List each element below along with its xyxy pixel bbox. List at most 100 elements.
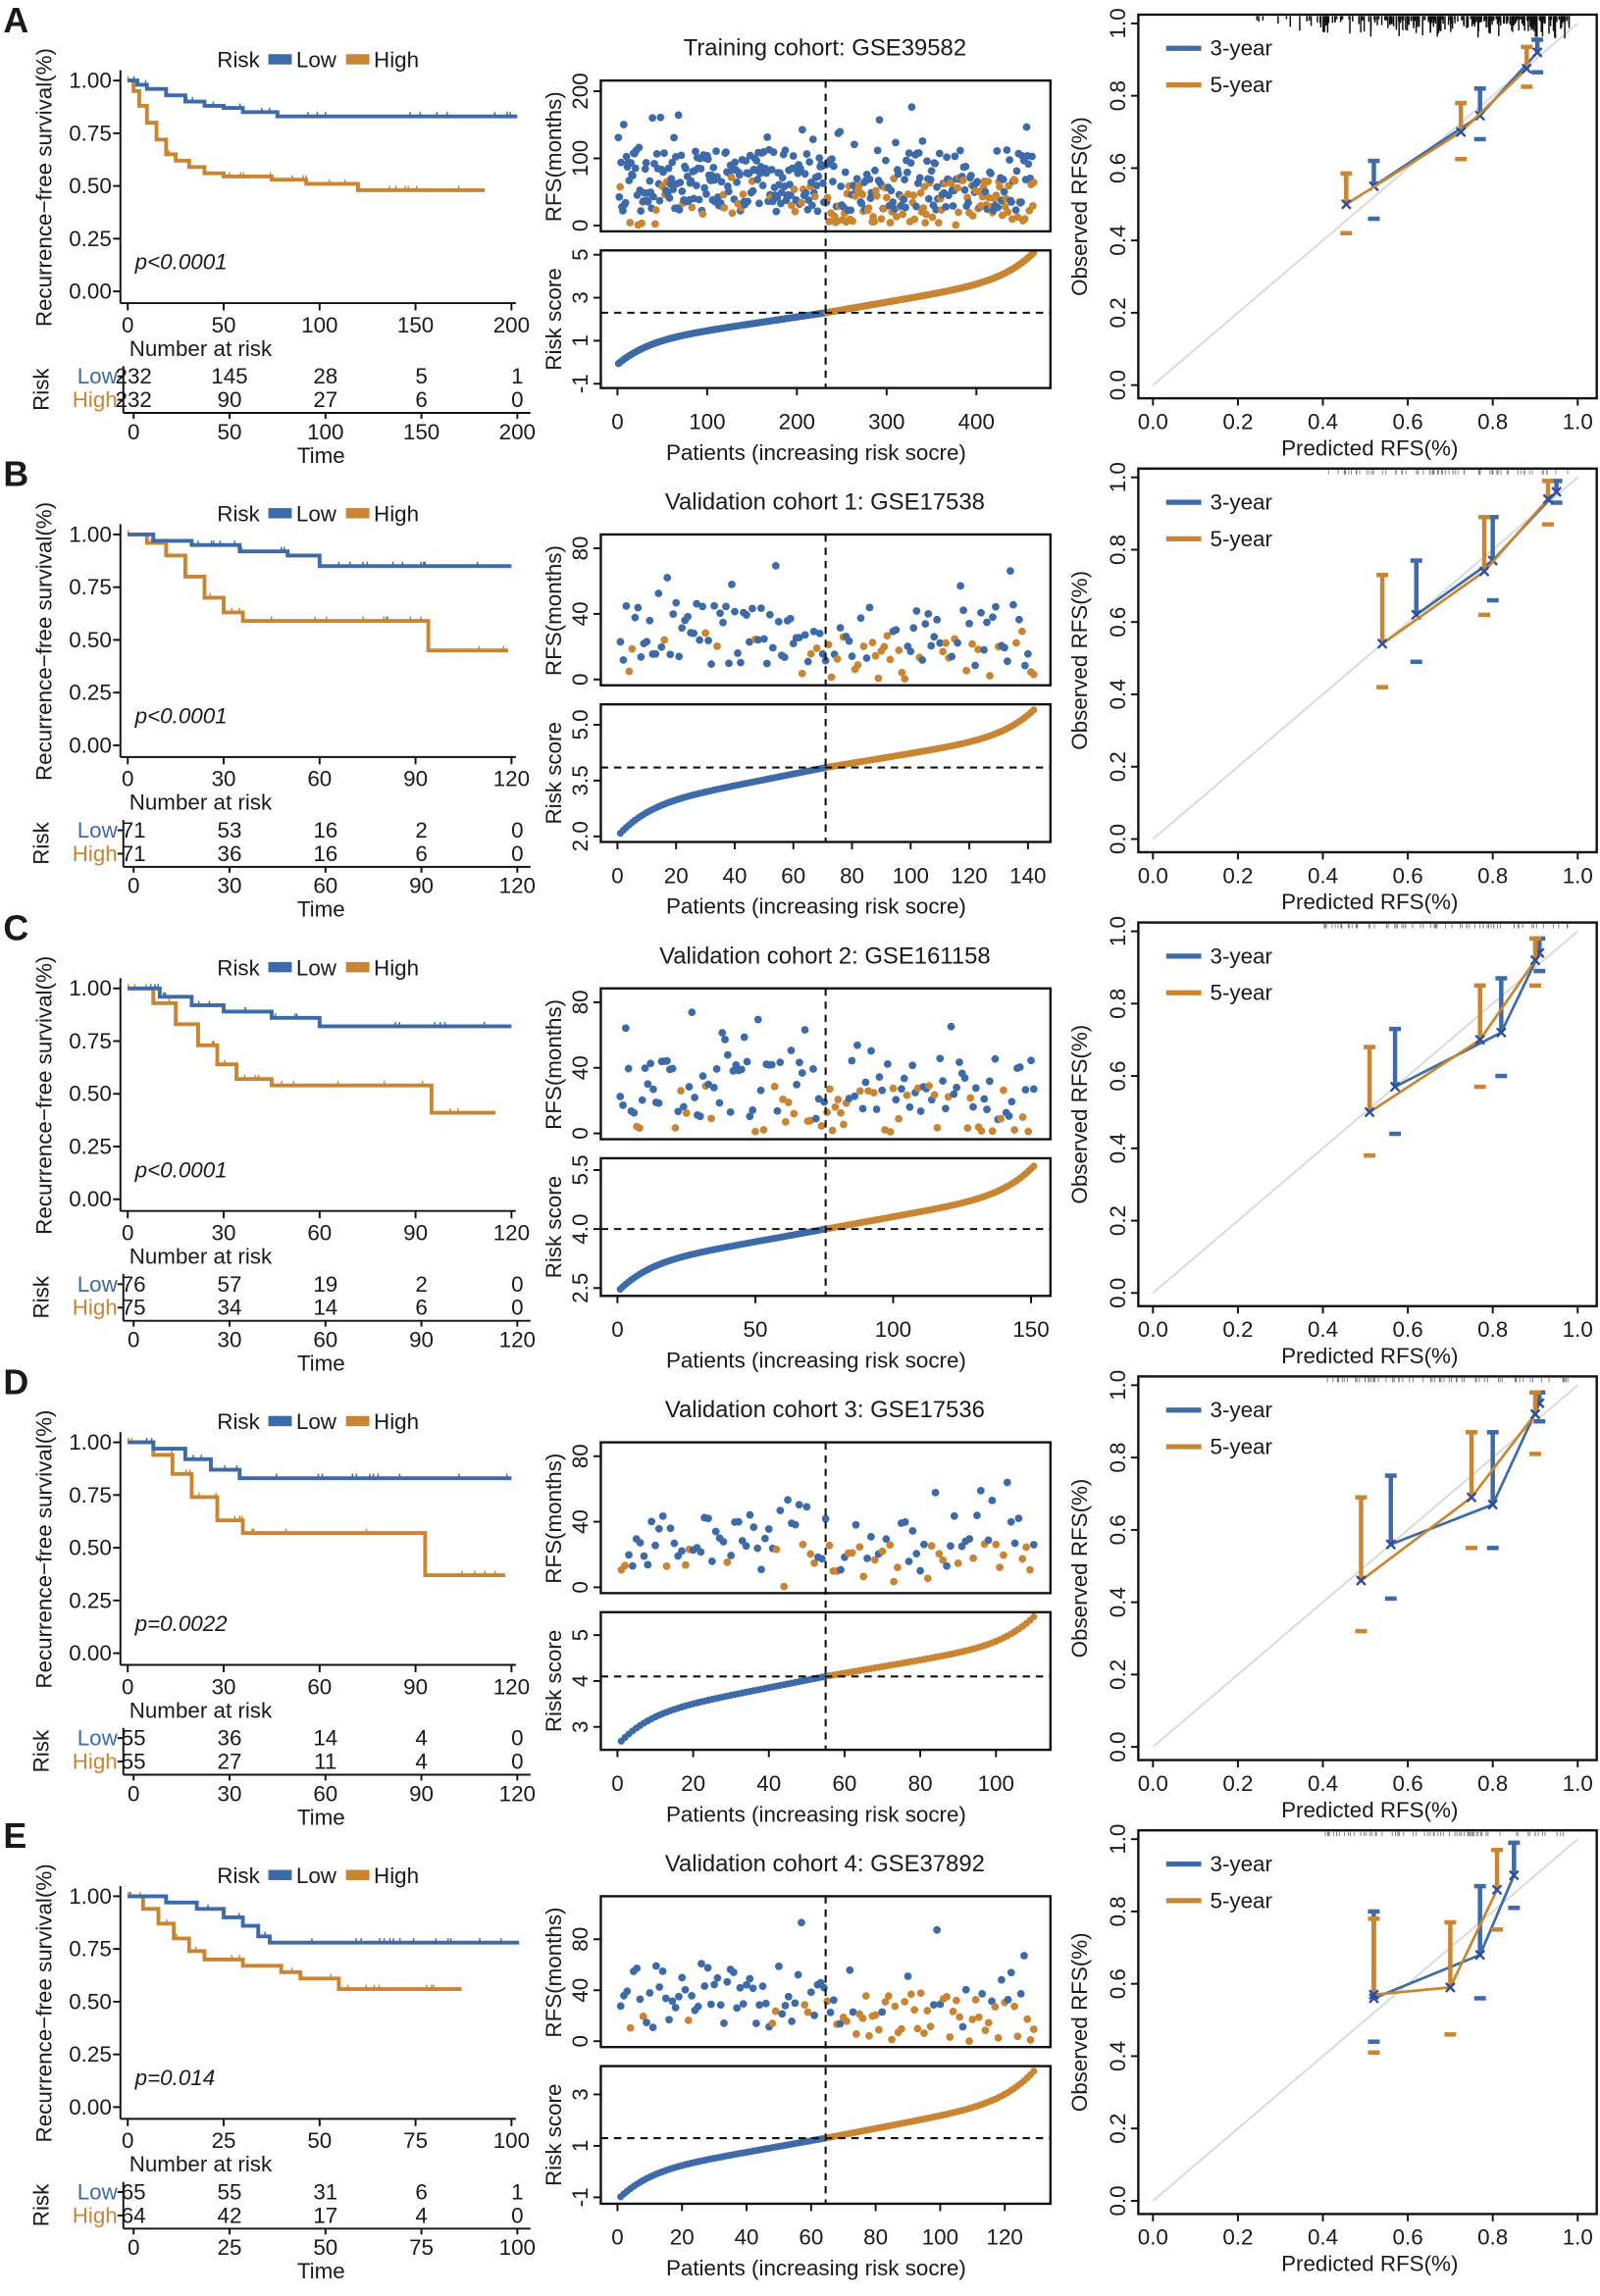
risk-score-y-tick-label: 3	[568, 2088, 593, 2100]
rfs-point-censored	[781, 2001, 790, 2010]
legend-high-label: High	[374, 955, 419, 980]
km-y-axis-label: Recurrence−free survival(%)	[32, 956, 57, 1235]
km-y-tick-label: 0.00	[69, 733, 112, 757]
rfs-point-censored	[731, 158, 740, 167]
cal-y-tick-label: 0.8	[1106, 80, 1130, 111]
cal-x-marker	[1509, 1869, 1520, 1881]
rfs-point-censored	[722, 602, 730, 611]
rfs-point-censored	[998, 1975, 1006, 1984]
rfs-point-censored	[655, 1983, 664, 1991]
rfs-point-event	[723, 1558, 732, 1566]
rfs-point-censored	[709, 1083, 718, 1092]
rfs-point-censored	[796, 1058, 803, 1067]
rfs-y-tick-label: 0	[568, 674, 593, 686]
legend-high-label: High	[374, 1409, 419, 1434]
risk-score-y-axis-label: Risk score	[542, 722, 566, 824]
patients-x-tick-label: 40	[723, 863, 748, 888]
patients-x-tick-label: 120	[951, 863, 987, 888]
cal-x-tick-label: 0.2	[1222, 1771, 1253, 1796]
patients-x-axis-label: Patients (increasing risk socre)	[666, 1802, 966, 1826]
rfs-point-censored	[762, 659, 771, 668]
cal-x-tick-label: 0.2	[1222, 2225, 1253, 2250]
rfs-point-censored	[665, 194, 674, 202]
rfs-point-censored	[1023, 649, 1032, 658]
rfs-point-censored	[798, 126, 806, 134]
rfs-point-censored	[951, 152, 959, 161]
rfs-point-event	[994, 2033, 1003, 2042]
rfs-point-censored	[836, 128, 845, 136]
cal-y-axis-label: Observed RFS(%)	[1067, 1025, 1092, 1204]
rfs-point-censored	[778, 2010, 787, 2018]
rfs-point-censored	[817, 1555, 826, 1563]
rfs-point-event	[1024, 1127, 1033, 1136]
rfs-point-censored	[865, 603, 874, 612]
rfs-point-censored	[923, 157, 931, 166]
rfs-point-censored	[930, 633, 939, 641]
rfs-point-censored	[984, 1536, 993, 1545]
rfs-point-censored	[1010, 1539, 1019, 1548]
rfs-y-tick-label: 80	[568, 990, 593, 1014]
rfs-point-event	[1029, 2025, 1038, 2033]
rfs-point-censored	[939, 1077, 947, 1086]
rfs-point-event	[834, 1096, 843, 1104]
patients-x-tick-label: 300	[868, 409, 904, 434]
rfs-point-censored	[935, 149, 944, 158]
rfs-point-censored	[903, 1972, 912, 1980]
at-risk-high-value: 17	[313, 2203, 337, 2227]
risk-score-y-tick-label: 5.5	[568, 1154, 593, 1185]
risk-table-low-label: Low	[77, 1272, 119, 1297]
rfs-point-event	[727, 173, 736, 181]
cal-legend-label: 5-year	[1211, 981, 1273, 1005]
rfs-point-event	[969, 1554, 977, 1562]
at-risk-high-value: 75	[122, 1296, 146, 1320]
rfs-point-censored	[894, 170, 903, 179]
rfs-point-censored	[837, 182, 846, 190]
rfs-y-tick-label: 0	[568, 1581, 593, 1593]
rfs-point-censored	[645, 1989, 654, 1997]
rfs-point-censored	[819, 179, 827, 187]
rfs-point-censored	[936, 638, 945, 647]
at-risk-low-value: 57	[218, 1272, 242, 1297]
rfs-point-censored	[729, 1968, 738, 1976]
rfs-point-censored	[961, 1985, 970, 1994]
cal-x-marker	[1356, 1575, 1367, 1586]
at-risk-high-value: 90	[218, 387, 242, 412]
rfs-point-censored	[867, 1046, 875, 1055]
cal-y-axis-label: Observed RFS(%)	[1067, 1479, 1092, 1658]
rfs-point-censored	[1014, 1514, 1023, 1523]
rfs-point-censored	[648, 2023, 657, 2032]
rfs-point-censored	[675, 205, 684, 214]
patients-x-tick-label: 0	[611, 1317, 623, 1342]
rfs-point-event	[1013, 2032, 1022, 2041]
rfs-point-censored	[616, 1093, 625, 1100]
rfs-point-event	[728, 209, 737, 218]
rfs-point-censored	[656, 113, 665, 122]
rfs-point-event	[840, 1120, 848, 1129]
km-y-tick-label: 0.50	[69, 174, 112, 198]
cal-y-tick-label: 1.0	[1106, 916, 1130, 946]
rfs-point-event	[1026, 1565, 1034, 1574]
risk-score-y-tick-label: 1	[568, 334, 593, 346]
cal-x-tick-label: 1.0	[1563, 2225, 1593, 2250]
at-risk-high-value: 0	[511, 1750, 523, 1774]
at-risk-low-value: 0	[511, 818, 523, 842]
cal-x-tick-label: 0.4	[1308, 863, 1338, 888]
calibration-frame	[1137, 1375, 1598, 1761]
risk-table-x-tick-label: 100	[499, 2235, 536, 2260]
rfs-point-event	[1017, 627, 1026, 636]
patients-x-tick-label: 20	[664, 863, 689, 888]
risk-table-title: Number at risk	[129, 336, 273, 361]
rfs-point-censored	[918, 656, 927, 664]
rfs-point-censored	[645, 616, 654, 625]
rfs-point-censored	[786, 614, 795, 623]
legend-low-swatch	[268, 54, 292, 65]
legend-high-swatch	[345, 1869, 370, 1880]
calibration-frame	[1137, 1829, 1598, 2216]
risk-table-title: Number at risk	[129, 2152, 273, 2176]
rfs-point-censored	[942, 202, 951, 211]
rfs-point-censored	[628, 1561, 637, 1570]
rfs-point-censored	[712, 147, 720, 155]
cal-y-tick-label: 0.8	[1106, 989, 1130, 1019]
at-risk-low-value: 19	[313, 1272, 337, 1297]
km-x-tick-label: 90	[403, 1674, 428, 1699]
